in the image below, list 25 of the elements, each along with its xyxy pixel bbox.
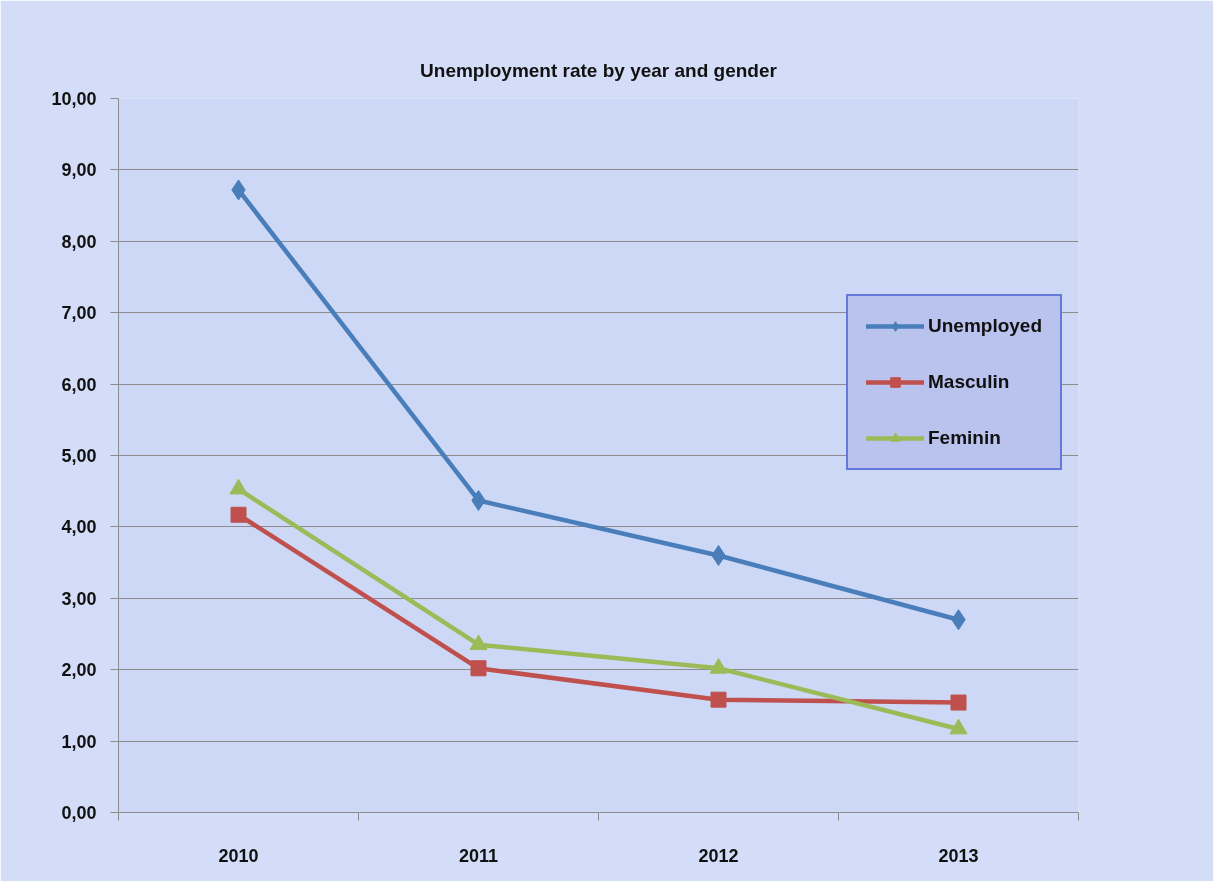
y-tick-label: 4,00 [61, 517, 97, 538]
x-tick-label: 2012 [698, 845, 739, 866]
x-tick-label: 2013 [938, 845, 979, 866]
point [470, 660, 487, 677]
legend-label: Feminin [928, 427, 1001, 449]
point [950, 694, 967, 711]
y-tick-label: 1,00 [61, 731, 97, 752]
y-tick-label: 3,00 [61, 588, 97, 609]
y-tick-label: 6,00 [61, 374, 97, 395]
point [949, 718, 968, 735]
legend-label: Masculin [928, 371, 1010, 393]
y-tick-label: 0,00 [61, 803, 97, 823]
point [230, 506, 247, 523]
y-tick-label: 9,00 [61, 160, 97, 181]
y-tick-label: 7,00 [61, 303, 97, 324]
point [710, 691, 727, 708]
x-tick-label: 2010 [218, 845, 259, 866]
y-tick-label: 10,00 [51, 89, 97, 109]
point [469, 634, 488, 651]
legend-label: Unemployed [928, 315, 1043, 337]
y-tick-label: 2,00 [61, 660, 97, 681]
y-tick-label: 8,00 [61, 231, 97, 252]
y-tick-label: 5,00 [61, 446, 97, 466]
chart-title: Unemployment rate by year and gender [420, 59, 778, 81]
x-tick-label: 2011 [458, 845, 499, 866]
